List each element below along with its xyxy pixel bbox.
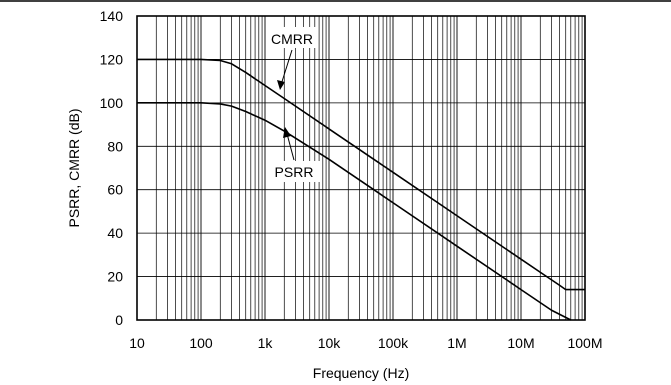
psrr-annotation-label: PSRR: [275, 164, 314, 180]
psrr-arrowhead: [283, 127, 291, 138]
x-tick-label: 1M: [447, 335, 466, 351]
x-tick-label: 10M: [507, 335, 534, 351]
plot-frame: [136, 15, 586, 321]
x-tick-label: 10: [129, 335, 145, 351]
x-tick-label: 100: [189, 335, 213, 351]
series-line-cmrr: [137, 58, 585, 291]
y-tick-label: 100: [100, 95, 124, 111]
y-tick-label: 0: [115, 312, 123, 328]
y-axis-title: PSRR, CMRR (dB): [66, 108, 82, 227]
psrr-label-box: [268, 161, 320, 182]
cmrr-arrowhead: [277, 80, 285, 90]
x-tick-label: 1k: [258, 335, 274, 351]
grid: [137, 16, 585, 320]
x-tick-label: 100M: [567, 335, 602, 351]
annotations: CMRR PSRR: [267, 27, 320, 182]
y-tick-label: 60: [107, 182, 123, 198]
series-line-psrr: [137, 102, 572, 321]
y-tick-label: 80: [107, 138, 123, 154]
y-tick-label: 140: [100, 8, 124, 24]
tick-labels: 10 100 1k 10k 100k 1M 10M 100M 0 20 40 60 80 100 120 14…: [100, 8, 603, 351]
cmrr-annotation-label: CMRR: [271, 31, 313, 47]
y-tick-label: 40: [107, 225, 123, 241]
y-tick-label: 20: [107, 269, 123, 285]
x-axis-title: Frequency (Hz): [313, 365, 409, 381]
cmrr-label-box: [267, 27, 317, 48]
y-tick-label: 120: [100, 51, 124, 67]
x-tick-label: 10k: [318, 335, 342, 351]
x-tick-label: 100k: [378, 335, 409, 351]
